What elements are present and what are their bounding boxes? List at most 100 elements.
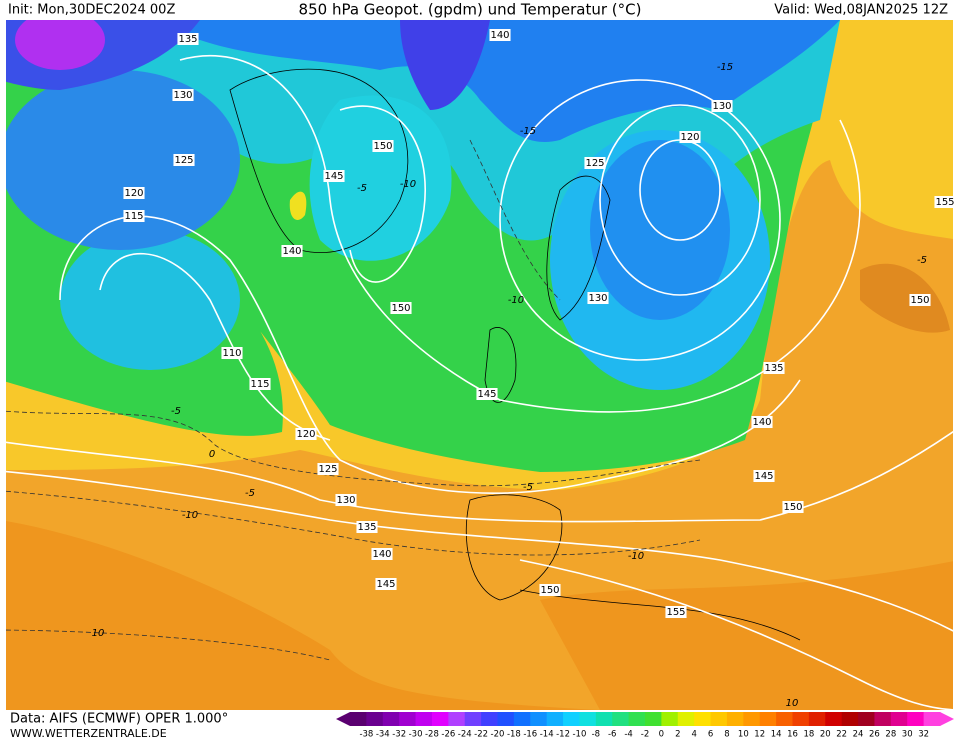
geo-label: 125 [585,158,604,169]
color-bar-label: 32 [918,730,929,740]
geo-label: 120 [296,429,315,440]
color-bar-box [350,712,367,726]
color-bar-label: -10 [572,730,586,740]
geo-label: 145 [754,471,773,482]
geo-label-box [539,584,561,596]
color-bar-label: -24 [458,730,472,740]
geo-label-box [587,292,609,304]
geo-label-box [323,170,345,182]
color-bar-box [677,712,695,726]
color-bar-box [858,712,875,726]
color-bar-arrow-right [940,712,954,726]
color-bar-box [874,712,892,726]
color-bar-arrow-left [336,712,350,726]
site-name: WWW.WETTERZENTRALE.DE [10,727,167,740]
geo-label-box [123,210,145,222]
color-bar-box [890,712,908,726]
temperature-label: -5 [917,255,927,266]
geo-label-box [172,89,194,101]
color-bar-label: 30 [902,730,913,740]
geo-label: 150 [373,141,392,152]
geo-label: 130 [712,101,731,112]
color-bar-box [366,712,384,726]
geo-label: 130 [336,495,355,506]
color-bar-label: -18 [507,730,521,740]
color-bar-box [464,712,482,726]
geo-label-box [173,154,195,166]
geo-label: 135 [764,363,783,374]
color-bar-label: 28 [885,730,896,740]
color-bar-label: 14 [771,730,782,740]
color-bar-box [645,712,662,726]
geo-label-box [584,157,606,169]
color-bar-box [399,712,417,726]
geo-label-box [665,606,687,618]
geo-label: 115 [124,211,143,222]
geo-label-box [679,131,701,143]
geo-label-box [782,501,804,513]
valid-time: Valid: Wed,08JAN2025 12Z [774,3,948,18]
geo-label-box [390,302,412,314]
color-bar-box [415,712,433,726]
geo-label: 140 [490,30,509,41]
geo-label: 145 [324,171,343,182]
color-bar-label: -16 [523,730,537,740]
geo-label-box [249,378,271,390]
color-bar-label: 16 [787,730,798,740]
color-bar-label: 10 [738,730,749,740]
color-bar-box [694,712,712,726]
geo-label-box [476,388,498,400]
color-bar-label: 18 [803,730,814,740]
temperature-label: -5 [523,482,533,493]
init-time: Init: Mon,30DEC2024 00Z [8,3,175,18]
temperature-label: -5 [171,406,181,417]
geo-label: 150 [910,295,929,306]
color-bar-box [513,712,531,726]
color-bar-label: 26 [869,730,880,740]
temperature-label: -15 [520,126,536,137]
temperature-isolines [6,139,701,661]
geo-label-box [375,578,397,590]
temperature-label: -5 [245,488,255,499]
color-bar-label: -28 [425,730,439,740]
color-bar-label: 4 [691,730,696,740]
color-bar-label: 12 [754,730,765,740]
color-bar-box [481,712,498,726]
color-bar-box [841,712,859,726]
color-bar-label: -34 [376,730,390,740]
color-bar-box [431,712,449,726]
geo-label: 130 [588,293,607,304]
color-bar-box [595,712,613,726]
color-bar-label: -22 [474,730,488,740]
temperature-label: -15 [717,62,733,73]
geo-label: 125 [174,155,193,166]
geo-label-box [711,100,733,112]
geo-label: 155 [935,197,954,208]
geo-label-box [489,29,511,41]
color-bar-box [825,712,843,726]
geo-label-box [221,347,243,359]
geo-label-box [295,428,317,440]
geo-label: 135 [357,522,376,533]
geo-label-box [372,140,394,152]
color-bar-box [710,712,728,726]
color-bar-label: 22 [836,730,847,740]
color-bar-label: -2 [641,730,649,740]
color-bar-box [612,712,630,726]
color-bar-label: -8 [592,730,600,740]
geo-label: 110 [222,348,241,359]
color-bar-box [776,712,793,726]
geo-label: 150 [391,303,410,314]
temperature-label: 10 [786,698,799,709]
geo-label-box [371,548,393,560]
geo-label-box [177,33,199,45]
geo-label-box [751,416,773,428]
temperature-label: -10 [628,551,644,562]
color-bar-box [907,712,925,726]
geo-label-box [763,362,785,374]
color-bar-box [448,712,466,726]
geo-label: 140 [282,246,301,257]
color-bar-label: 2 [675,730,680,740]
geo-label-box [934,196,956,208]
geo-label: 140 [372,549,391,560]
